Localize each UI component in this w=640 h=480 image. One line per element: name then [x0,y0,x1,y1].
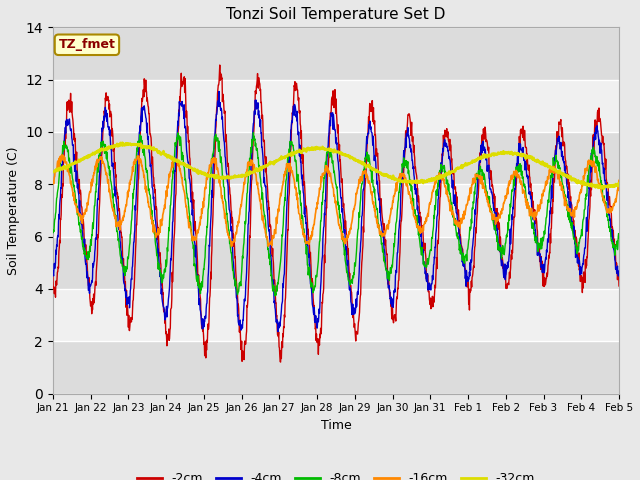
-4cm [615,268,623,274]
-16cm [228,244,236,250]
Text: TZ_fmet: TZ_fmet [58,38,115,51]
Line: -16cm: -16cm [53,155,619,247]
Bar [53,132,619,184]
-2cm [216,62,223,68]
-16cm [615,178,623,183]
-16cm [49,179,57,185]
-16cm [93,164,101,169]
X-axis label: Time: Time [321,419,351,432]
-4cm [49,268,57,274]
-16cm [290,176,298,181]
-4cm [301,213,309,219]
Bar [53,27,619,80]
-32cm [372,167,380,173]
-2cm [290,93,298,98]
Bar [53,341,619,394]
-8cm [271,293,279,299]
-2cm [312,324,319,330]
-8cm [93,182,100,188]
Bar [53,237,619,289]
-4cm [312,313,319,319]
-16cm [301,239,309,245]
Title: Tonzi Soil Temperature Set D: Tonzi Soil Temperature Set D [226,7,445,22]
-8cm [615,235,623,241]
-2cm [116,212,124,217]
Y-axis label: Soil Temperature (C): Soil Temperature (C) [7,146,20,275]
Line: -2cm: -2cm [53,65,619,362]
-32cm [301,146,309,152]
-4cm [93,222,100,228]
-2cm [276,359,284,365]
-16cm [58,152,66,157]
-8cm [116,246,124,252]
-32cm [116,143,124,148]
-8cm [49,228,57,233]
-2cm [372,139,380,144]
-2cm [615,283,623,289]
-4cm [116,229,124,235]
-2cm [93,264,100,269]
-4cm [372,159,380,165]
-8cm [301,240,309,246]
-4cm [290,104,298,110]
-32cm [49,169,57,175]
Line: -8cm: -8cm [53,132,619,296]
-16cm [312,209,319,215]
-32cm [600,186,607,192]
Line: -4cm: -4cm [53,92,619,332]
-32cm [289,150,297,156]
-32cm [118,140,126,145]
-8cm [372,202,380,208]
Line: -32cm: -32cm [53,143,619,189]
-32cm [615,182,623,188]
Bar [53,289,619,341]
-32cm [93,150,100,156]
-16cm [116,217,124,223]
-2cm [301,203,309,209]
Bar [53,80,619,132]
-2cm [49,273,57,279]
Legend: -2cm, -4cm, -8cm, -16cm, -32cm: -2cm, -4cm, -8cm, -16cm, -32cm [132,467,540,480]
-16cm [372,214,380,219]
-8cm [312,275,319,280]
-4cm [274,329,282,335]
-32cm [312,147,319,153]
-8cm [250,130,257,135]
-8cm [290,147,298,153]
Bar [53,184,619,237]
-4cm [215,89,223,95]
